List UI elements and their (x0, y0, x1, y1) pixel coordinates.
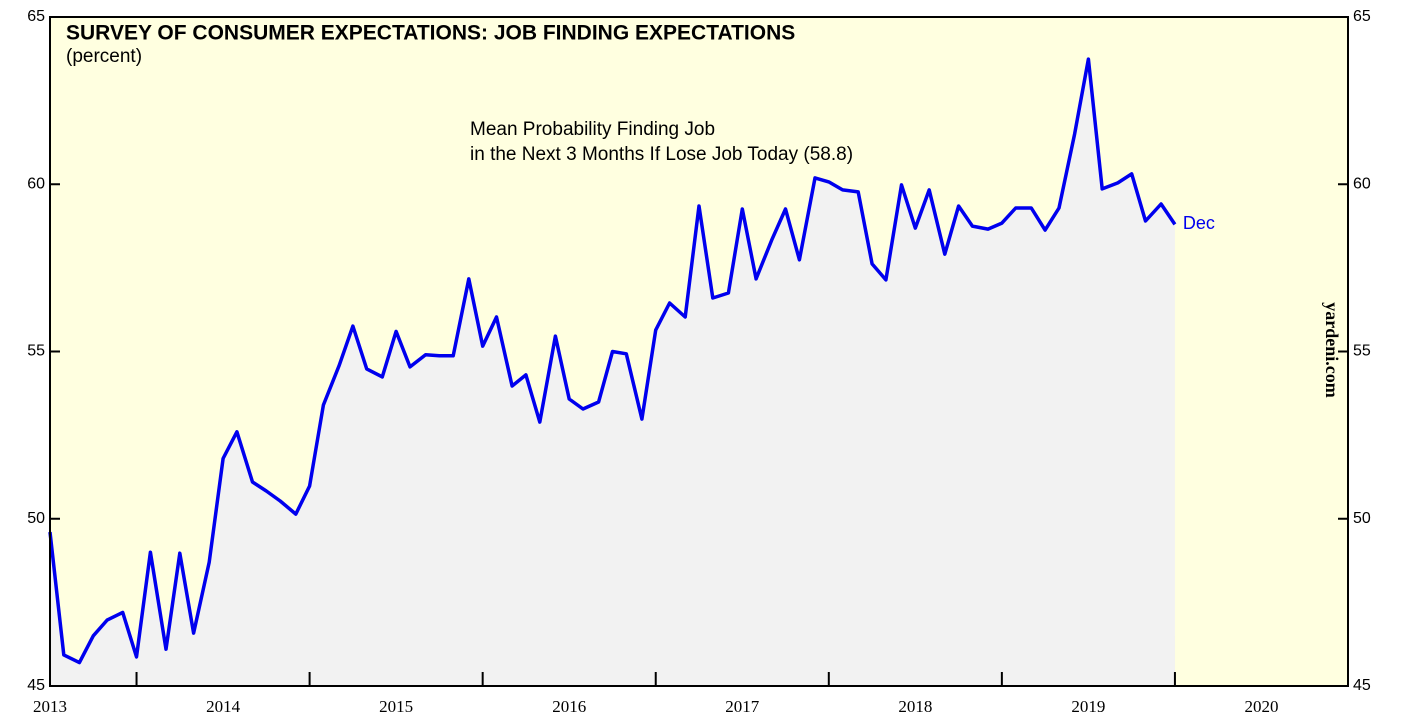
y-tick-label: 60 (27, 175, 45, 192)
y2-tick-label: 50 (1353, 510, 1371, 527)
x-tick-label: 2020 (1244, 697, 1278, 716)
x-tick-label: 2017 (725, 697, 760, 716)
annotation: Mean Probability Finding Job (470, 119, 715, 140)
x-tick-label: 2015 (379, 697, 413, 716)
chart-subtitle: (percent) (66, 46, 142, 67)
x-tick-label: 2019 (1071, 697, 1105, 716)
x-tick-label: 2016 (552, 697, 586, 716)
x-tick-label: 2014 (206, 697, 241, 716)
y-tick-label: 55 (27, 343, 45, 360)
y2-tick-label: 55 (1353, 343, 1371, 360)
x-tick-label: 2013 (33, 697, 67, 716)
y-tick-label: 50 (27, 510, 45, 527)
line (48, 57, 1177, 665)
y-tick-label: 45 (27, 677, 45, 694)
y2-tick-label: 65 (1353, 8, 1371, 25)
y2-tick-label: 45 (1353, 677, 1371, 694)
end-label: Dec (1183, 213, 1215, 233)
source: yardeni.com (1322, 302, 1342, 397)
y2-tick-label: 60 (1353, 175, 1371, 192)
chart-title: SURVEY OF CONSUMER EXPECTATIONS: JOB FIN… (66, 22, 795, 45)
annotation: in the Next 3 Months If Lose Job Today (… (470, 144, 853, 165)
x-tick-label: 2018 (898, 697, 932, 716)
area (50, 59, 1175, 686)
y-tick-label: 65 (27, 8, 45, 25)
